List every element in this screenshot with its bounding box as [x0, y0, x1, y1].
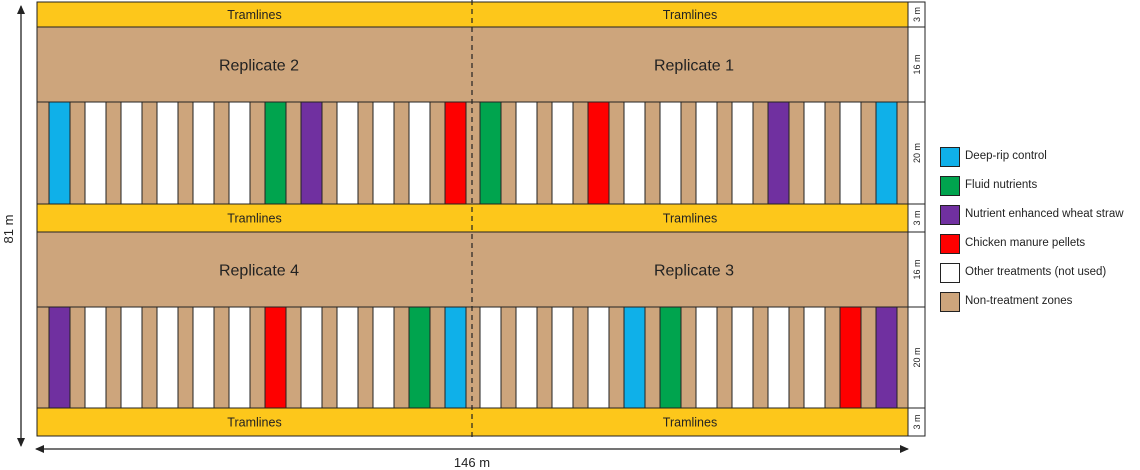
plot-strip-other	[551, 306, 574, 409]
plot-strip-other	[84, 306, 107, 409]
tramline-label: Tramlines	[227, 212, 281, 226]
plot-strip-other	[300, 306, 323, 409]
plot-strip-other	[479, 306, 502, 409]
plot-strip-fluid	[659, 306, 682, 409]
row-dimension-label: 16 m	[912, 259, 922, 279]
plot-strip-other	[803, 101, 826, 205]
legend-item: Fluid nutrients	[940, 174, 1140, 203]
plot-strip-fluid	[479, 101, 502, 205]
plot-strip-other	[839, 101, 862, 205]
plot-strip-other	[587, 306, 610, 409]
legend-label: Fluid nutrients	[965, 179, 1038, 191]
plot-strip-other	[408, 101, 431, 205]
legend-swatch	[940, 292, 960, 312]
tramline-label: Tramlines	[663, 8, 717, 22]
plot-strip-other	[731, 306, 754, 409]
plot-strip-chicken	[444, 101, 467, 205]
plot-strip-other	[156, 101, 179, 205]
plot-strip-fluid	[408, 306, 431, 409]
row-dimension-label: 3 m	[912, 414, 922, 429]
plot-strip-deep-rip	[875, 101, 898, 205]
legend-item: Non-treatment zones	[940, 290, 1140, 319]
tramline-label: Tramlines	[663, 212, 717, 226]
plot-strip-fluid	[264, 101, 287, 205]
plot-strip-wheat-straw	[300, 101, 323, 205]
width-label: 146 m	[454, 455, 490, 470]
legend-swatch	[940, 234, 960, 254]
legend: Deep-rip control Fluid nutrients Nutrient …	[940, 145, 1140, 319]
legend-label: Other treatments (not used)	[965, 266, 1107, 278]
plot-strip-other	[192, 101, 215, 205]
plot-strip-other	[803, 306, 826, 409]
height-label: 81 m	[1, 215, 16, 244]
row-dimension-label: 20 m	[912, 347, 922, 367]
plot-strip-other	[192, 306, 215, 409]
plot-strip-other	[659, 101, 682, 205]
row-dimension-label: 20 m	[912, 143, 922, 163]
legend-swatch	[940, 147, 960, 167]
plot-strip-other	[767, 306, 790, 409]
replicate-label: Replicate 2	[219, 58, 299, 75]
replicate-label: Replicate 3	[654, 263, 734, 280]
plot-strip-other	[228, 101, 251, 205]
row-dimension-label: 3 m	[912, 7, 922, 22]
tramline-label: Tramlines	[227, 416, 281, 430]
legend-label: Nutrient enhanced wheat straw	[965, 208, 1124, 220]
plot-strip-other	[336, 306, 359, 409]
plot-strip-other	[84, 101, 107, 205]
dimension-cell	[907, 407, 926, 437]
row-dimension-label: 16 m	[912, 54, 922, 74]
plot-strip-other	[372, 101, 395, 205]
plot-strip-other	[156, 306, 179, 409]
legend-swatch	[940, 176, 960, 196]
legend-item: Chicken manure pellets	[940, 232, 1140, 261]
legend-swatch	[940, 205, 960, 225]
plot-strip-other	[120, 306, 143, 409]
plot-strip-chicken	[839, 306, 862, 409]
replicate-label: Replicate 1	[654, 58, 734, 75]
legend-label: Deep-rip control	[965, 150, 1047, 162]
plot-strip-other	[228, 306, 251, 409]
plot-strip-wheat-straw	[48, 306, 71, 409]
tramline-band	[36, 407, 909, 437]
plot-strip-other	[336, 101, 359, 205]
plot-strip-other	[515, 101, 538, 205]
plot-strip-other	[120, 101, 143, 205]
legend-label: Non-treatment zones	[965, 295, 1073, 307]
legend-item: Deep-rip control	[940, 145, 1140, 174]
plot-strip-wheat-straw	[875, 306, 898, 409]
plot-strip-deep-rip	[48, 101, 71, 205]
legend-swatch	[940, 263, 960, 283]
tramline-band	[36, 1, 909, 28]
plot-strip-deep-rip	[623, 306, 646, 409]
plot-strip-other	[551, 101, 574, 205]
plot-strip-chicken	[587, 101, 610, 205]
plot-strip-chicken	[264, 306, 287, 409]
legend-label: Chicken manure pellets	[965, 237, 1086, 249]
legend-item: Other treatments (not used)	[940, 261, 1140, 290]
replicate-label: Replicate 4	[219, 263, 299, 280]
plot-strip-other	[515, 306, 538, 409]
legend-item: Nutrient enhanced wheat straw	[940, 203, 1140, 232]
plot-strip-other	[731, 101, 754, 205]
tramline-label: Tramlines	[227, 8, 281, 22]
tramline-label: Tramlines	[663, 416, 717, 430]
plot-strip-other	[623, 101, 646, 205]
plot-strip-wheat-straw	[767, 101, 790, 205]
plot-strip-other	[695, 306, 718, 409]
plot-strip-other	[695, 101, 718, 205]
plot-strip-deep-rip	[444, 306, 467, 409]
row-dimension-label: 3 m	[912, 210, 922, 225]
plot-strip-other	[372, 306, 395, 409]
